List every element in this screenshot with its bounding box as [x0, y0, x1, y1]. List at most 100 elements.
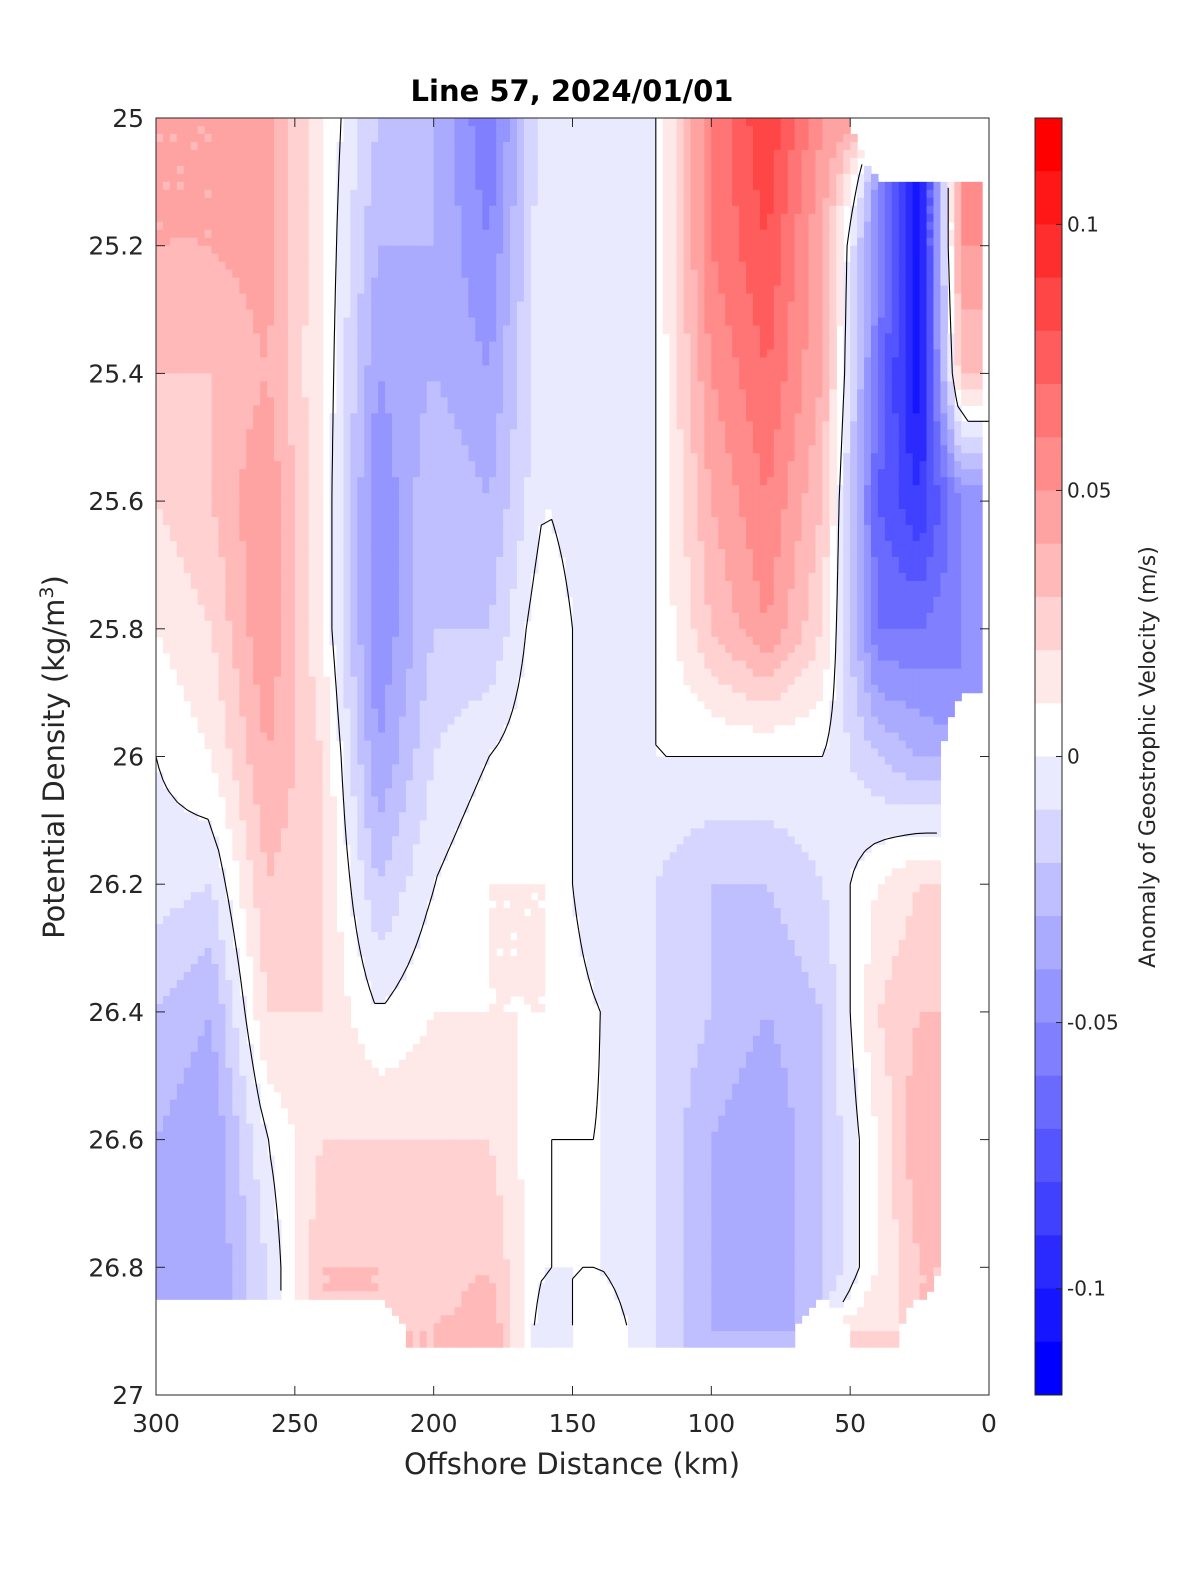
contour-cell — [850, 205, 858, 215]
contour-cell — [530, 261, 539, 271]
contour-cell — [919, 197, 928, 207]
contour-cell — [558, 309, 567, 319]
contour-cell — [544, 397, 553, 406]
contour-cell — [725, 357, 733, 367]
contour-cell — [433, 141, 442, 151]
contour-cell — [183, 333, 192, 343]
contour-cell — [537, 133, 546, 143]
contour-cell — [211, 197, 220, 207]
contour-cell — [628, 429, 636, 438]
contour-cell — [877, 293, 886, 303]
contour-cell — [766, 293, 775, 303]
contour-cell — [440, 461, 449, 470]
contour-cell — [475, 261, 483, 271]
contour-cell — [808, 253, 817, 263]
contour-cell — [267, 221, 275, 231]
contour-cell — [169, 141, 178, 151]
contour-cell — [475, 341, 483, 351]
contour-cell — [565, 293, 574, 303]
contour-cell — [850, 333, 858, 343]
contour-cell — [794, 437, 803, 446]
contour-cell — [398, 189, 407, 199]
contour-cell — [371, 469, 379, 478]
contour-cell — [752, 317, 761, 327]
contour-cell — [211, 461, 220, 470]
contour-cell — [482, 157, 490, 167]
contour-cell — [704, 253, 712, 263]
contour-cell — [301, 157, 310, 167]
contour-cell — [232, 365, 240, 374]
contour-cell — [766, 381, 775, 390]
contour-cell — [711, 149, 719, 159]
contour-cell — [683, 245, 692, 255]
contour-cell — [183, 165, 192, 175]
contour-cell — [496, 349, 504, 359]
contour-cell — [294, 389, 303, 398]
contour-cell — [614, 277, 622, 287]
contour-cell — [461, 133, 469, 143]
contour-cell — [475, 373, 483, 382]
contour-cell — [405, 189, 414, 199]
contour-cell — [641, 285, 650, 295]
contour-cell — [267, 389, 275, 398]
contour-cell — [676, 437, 685, 446]
contour-cell — [315, 317, 324, 327]
contour-cell — [607, 269, 615, 279]
contour-cell — [697, 453, 705, 462]
contour-cell — [718, 141, 726, 151]
contour-cell — [280, 213, 289, 223]
contour-cell — [267, 125, 275, 135]
contour-cell — [628, 421, 636, 430]
contour-cell — [766, 149, 775, 159]
contour-cell — [947, 413, 955, 422]
contour-cell — [287, 133, 296, 143]
contour-cell — [183, 389, 192, 398]
contour-cell — [975, 429, 983, 438]
contour-cell — [294, 165, 303, 175]
contour-cell — [218, 397, 227, 406]
contour-cell — [315, 293, 324, 303]
contour-cell — [954, 405, 962, 414]
contour-cell — [190, 373, 199, 382]
contour-cell — [315, 325, 324, 335]
contour-cell — [274, 309, 282, 319]
contour-cell — [364, 405, 372, 414]
contour-cell — [614, 205, 622, 215]
contour-cell — [940, 381, 948, 390]
contour-cell — [940, 309, 948, 319]
contour-cell — [891, 317, 900, 327]
contour-cell — [197, 341, 206, 351]
contour-cell — [503, 118, 511, 127]
contour-cell — [357, 333, 365, 343]
contour-cell — [544, 205, 553, 215]
contour-cell — [475, 245, 483, 255]
contour-cell — [600, 165, 608, 175]
contour-cell — [239, 173, 247, 183]
contour-cell — [287, 397, 296, 406]
contour-cell — [850, 453, 858, 462]
contour-cell — [447, 381, 456, 390]
contour-cell — [336, 213, 345, 223]
contour-cell — [759, 437, 768, 446]
contour-cell — [308, 365, 317, 374]
contour-cell — [156, 349, 164, 359]
contour-cell — [475, 333, 483, 343]
contour-cell — [551, 421, 560, 430]
contour-cell — [405, 437, 414, 446]
contour-cell — [794, 261, 803, 271]
contour-cell — [884, 349, 893, 359]
contour-cell — [628, 333, 636, 343]
contour-cell — [905, 397, 914, 406]
contour-cell — [711, 357, 719, 367]
contour-cell — [586, 133, 594, 143]
contour-cell — [211, 317, 220, 327]
contour-cell — [301, 133, 310, 143]
contour-cell — [405, 253, 414, 263]
contour-cell — [315, 125, 324, 135]
contour-cell — [933, 373, 942, 382]
contour-cell — [614, 445, 622, 454]
contour-cell — [746, 118, 754, 127]
contour-cell — [461, 149, 469, 159]
contour-cell — [794, 469, 803, 478]
contour-cell — [267, 365, 275, 374]
